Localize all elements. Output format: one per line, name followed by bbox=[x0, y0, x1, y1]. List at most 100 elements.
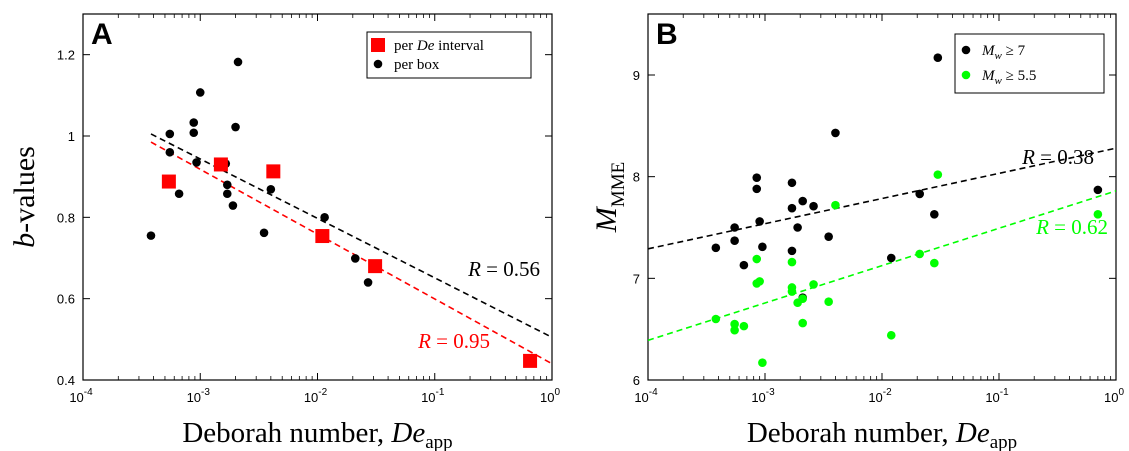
y-tick-label: 6 bbox=[633, 373, 640, 388]
legend-label-math: M bbox=[981, 43, 996, 59]
data-point-circle bbox=[222, 180, 232, 190]
data-point-circle bbox=[798, 294, 807, 303]
data-point-circle bbox=[174, 189, 184, 199]
x-tick-base: 10 bbox=[421, 390, 435, 405]
data-point-circle bbox=[739, 260, 749, 270]
data-point-square bbox=[523, 353, 538, 368]
data-point-circle bbox=[730, 325, 739, 335]
y-axis-label-math: M bbox=[590, 205, 623, 233]
data-point-square bbox=[213, 157, 228, 172]
data-point-circle bbox=[730, 223, 739, 232]
fit-label-1: R = 0.38 bbox=[1021, 145, 1094, 169]
y-tick-label: 7 bbox=[633, 271, 640, 286]
legend-marker-circle bbox=[961, 45, 971, 55]
data-point-circle bbox=[787, 257, 797, 267]
data-point-circle bbox=[259, 228, 269, 238]
data-point-circle bbox=[831, 128, 840, 138]
x-tick-label: 10-3 bbox=[187, 387, 211, 405]
data-point-circle bbox=[711, 314, 721, 324]
x-tick-base: 10 bbox=[868, 390, 882, 405]
y-axis-label-text: -values bbox=[8, 146, 41, 233]
legend-label-text: ≥ 7 bbox=[1002, 43, 1026, 59]
x-axis-label-text: Deborah number, bbox=[747, 417, 956, 449]
fit-lines bbox=[150, 133, 552, 365]
legend-label-text: ≥ 5.5 bbox=[1002, 68, 1036, 84]
data-point-circle bbox=[146, 231, 156, 240]
x-tick-base: 10 bbox=[187, 390, 201, 405]
legend-marker-square bbox=[371, 38, 385, 52]
x-axis-label-text: Deborah number, bbox=[182, 417, 391, 449]
data-point-circle bbox=[231, 122, 240, 132]
x-tick-label: 10-4 bbox=[634, 387, 658, 405]
x-tick-label: 10-2 bbox=[868, 387, 892, 405]
data-point-circle bbox=[755, 277, 764, 286]
x-tick-base: 10 bbox=[1104, 390, 1118, 405]
x-tick-label: 10-2 bbox=[304, 387, 328, 405]
data-point-circle bbox=[933, 53, 943, 63]
data-point-circle bbox=[930, 258, 939, 268]
x-axis-label-math: De bbox=[390, 417, 425, 449]
x-tick-exponent: 0 bbox=[554, 387, 560, 398]
x-tick-label: 100 bbox=[540, 387, 560, 405]
legend: Mw ≥ 7 Mw ≥ 5.5 bbox=[954, 33, 1105, 94]
x-tick-exponent: -3 bbox=[201, 387, 210, 398]
data-point-circle bbox=[824, 232, 833, 241]
legend-label: per box bbox=[394, 57, 440, 73]
data-point-circle bbox=[1093, 185, 1103, 195]
series-2 bbox=[711, 170, 1103, 368]
y-axis-label-math: b bbox=[8, 233, 41, 248]
data-point-circle bbox=[363, 278, 373, 287]
data-point-circle bbox=[195, 88, 205, 97]
x-tick-exponent: -1 bbox=[1000, 387, 1009, 398]
data-point-circle bbox=[730, 319, 739, 329]
x-axis-label-sub: app bbox=[990, 432, 1017, 451]
data-point-circle bbox=[752, 184, 762, 194]
panel-letter: B bbox=[656, 18, 678, 51]
data-point-circle bbox=[711, 243, 721, 253]
x-tick-exponent: 0 bbox=[1118, 387, 1124, 398]
x-axis-label: Deborah number, Deapp bbox=[182, 417, 452, 451]
legend-label-math: De bbox=[416, 38, 435, 54]
data-point-circle bbox=[809, 280, 818, 289]
x-tick-exponent: -3 bbox=[766, 387, 775, 398]
y-tick-label: 8 bbox=[633, 170, 640, 185]
data-point-circle bbox=[793, 223, 802, 232]
x-tick-exponent: -2 bbox=[318, 387, 327, 398]
legend-label-text: per box bbox=[394, 57, 440, 73]
data-point-circle bbox=[758, 242, 767, 252]
legend-label-text: per bbox=[394, 38, 417, 54]
fit-line-2 bbox=[648, 190, 1116, 342]
x-tick-label: 100 bbox=[1104, 387, 1124, 405]
legend: per De interval per box bbox=[366, 31, 532, 79]
fit-label-value: = 0.56 bbox=[481, 257, 540, 281]
fit-line-2 bbox=[150, 141, 552, 365]
data-point-circle bbox=[730, 236, 739, 246]
x-axis-label: Deborah number, Deapp bbox=[747, 417, 1017, 451]
data-point-circle bbox=[930, 209, 939, 219]
x-axis-label-sub: app bbox=[425, 432, 452, 451]
x-tick-exponent: -4 bbox=[649, 387, 658, 398]
legend-label-sub: w bbox=[995, 50, 1003, 62]
data-point-square bbox=[315, 229, 330, 244]
fit-label-symbol: R bbox=[417, 329, 431, 353]
data-point-circle bbox=[758, 358, 767, 368]
legend-label: Mw ≥ 5.5 bbox=[981, 68, 1036, 87]
y-tick-label: 0.6 bbox=[57, 292, 75, 307]
data-point-circle bbox=[787, 203, 797, 213]
x-tick-base: 10 bbox=[634, 390, 648, 405]
panel-letter: A bbox=[91, 18, 113, 51]
legend-marker-circle bbox=[373, 59, 383, 69]
data-point-circle bbox=[739, 321, 749, 331]
data-point-circle bbox=[933, 170, 943, 179]
x-tick-exponent: -4 bbox=[84, 387, 93, 398]
x-tick-base: 10 bbox=[751, 390, 765, 405]
series-1 bbox=[711, 53, 1103, 302]
data-point-circle bbox=[824, 297, 833, 307]
fit-label-2: R = 0.62 bbox=[1035, 215, 1108, 239]
legend-box bbox=[366, 31, 532, 79]
fit-label-value: = 0.38 bbox=[1035, 145, 1094, 169]
data-point-circle bbox=[798, 318, 807, 328]
x-tick-label: 10-3 bbox=[751, 387, 775, 405]
